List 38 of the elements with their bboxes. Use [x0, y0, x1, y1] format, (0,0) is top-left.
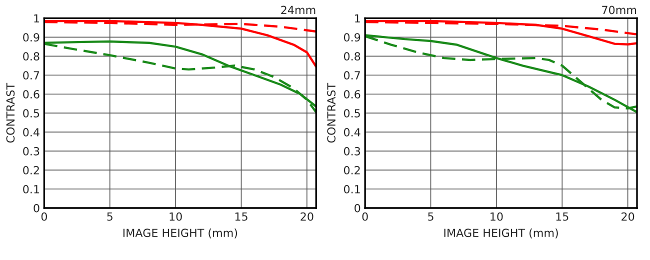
y-tick-label: 0.7 [344, 71, 360, 80]
y-tick-label: 0.7 [23, 71, 40, 80]
y-tick-label: 0.6 [23, 90, 40, 98]
x-axis-title: IMAGE HEIGHT (mm) [444, 228, 558, 238]
y-tick-label: 0.8 [23, 52, 40, 61]
x-tick-label: 10 [490, 212, 503, 221]
x-tick-label: 0 [362, 212, 368, 221]
y-tick-label: 0.2 [344, 166, 360, 174]
y-axis-title: CONTRAST [327, 82, 336, 143]
y-tick-label: 0 [34, 204, 40, 212]
y-tick-label: 1 [355, 14, 360, 22]
x-tick-label: 10 [170, 212, 182, 221]
x-tick-label: 0 [41, 212, 47, 221]
x-tick-label: 5 [107, 212, 112, 221]
y-axis-title: CONTRAST [6, 82, 15, 143]
y-tick-label: 0 [354, 204, 360, 212]
y-tick-label: 0.9 [344, 33, 360, 42]
x-tick-label: 15 [235, 212, 248, 221]
y-tick-label: 0.8 [344, 52, 360, 61]
x-tick-label: 5 [428, 212, 434, 221]
x-axis-title: IMAGE HEIGHT (mm) [123, 228, 238, 238]
y-tick-label: 1 [34, 14, 40, 22]
x-tick-label: 15 [556, 212, 568, 221]
chart-title: 70mm [602, 6, 636, 14]
y-tick-label: 0.3 [344, 147, 360, 156]
y-tick-label: 0.1 [23, 184, 40, 194]
y-tick-label: 0.9 [23, 33, 40, 42]
y-tick-label: 0.6 [344, 90, 360, 98]
y-tick-label: 0.4 [23, 128, 40, 136]
y-tick-label: 0.1 [344, 184, 360, 194]
y-tick-label: 0.3 [23, 147, 40, 156]
x-tick-label: 20 [300, 212, 314, 221]
x-tick-label: 20 [622, 212, 634, 221]
y-tick-label: 0.4 [344, 128, 360, 136]
y-tick-label: 0.5 [344, 109, 360, 118]
chart-title: 24mm [281, 6, 316, 14]
y-tick-label: 0.5 [23, 109, 40, 118]
y-tick-label: 0.2 [23, 166, 39, 174]
